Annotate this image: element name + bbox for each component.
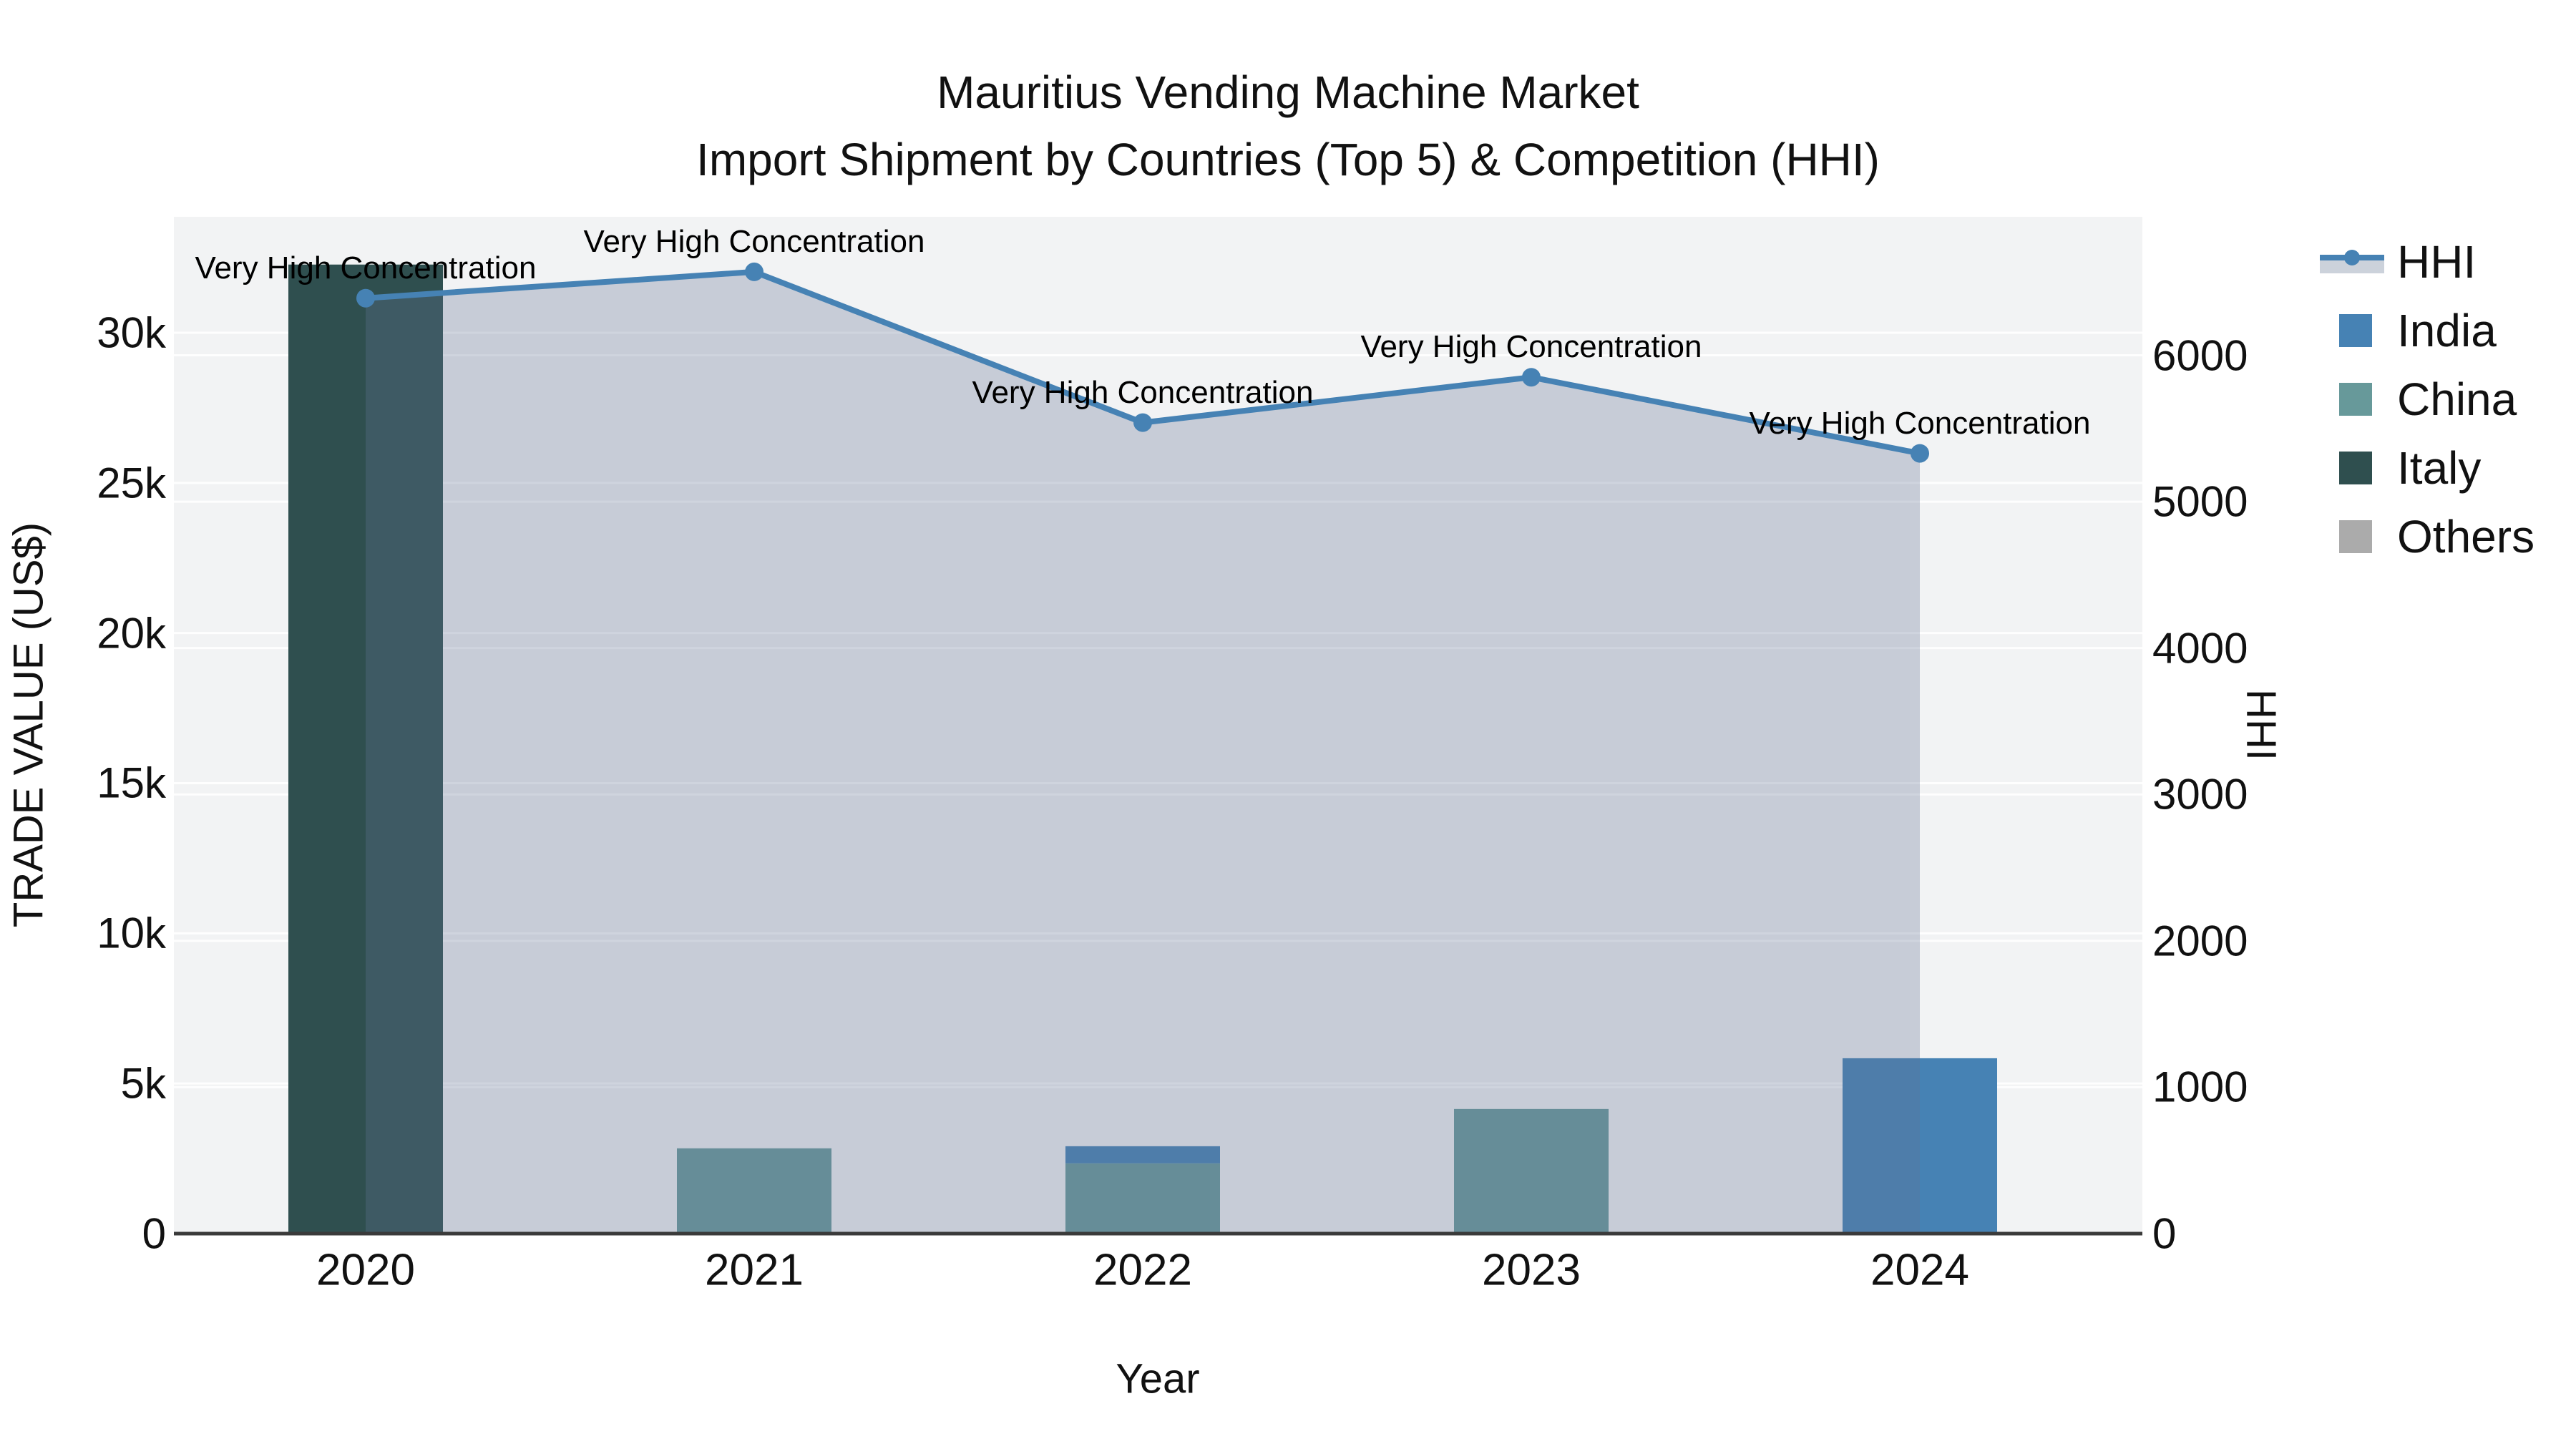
y-left-tick-20k: 20k (97, 609, 166, 658)
hhi-area-swatch (2320, 260, 2384, 273)
bar-china-2022 (1065, 1163, 1220, 1234)
y-left-axis-title: TRADE VALUE (US$) (5, 522, 52, 928)
y-right-tick-5000: 5000 (2152, 477, 2248, 526)
x-tick-2021: 2021 (705, 1245, 804, 1295)
legend-swatch-italy (2339, 452, 2372, 484)
annotation-2020: Very High Concentration (195, 250, 537, 286)
annotation-2021: Very High Concentration (583, 223, 925, 259)
y-left-tick-25k: 25k (97, 459, 166, 507)
y-right-tick-4000: 4000 (2152, 624, 2248, 673)
annotation-2023: Very High Concentration (1360, 329, 1702, 365)
y-right-tick-2000: 2000 (2152, 917, 2248, 965)
legend-label-hhi: HHI (2397, 236, 2477, 288)
legend-item-india[interactable]: India (2320, 296, 2576, 365)
legend-swatch-china (2339, 383, 2372, 416)
x-tick-2023: 2023 (1482, 1245, 1581, 1295)
legend-label-india: India (2397, 305, 2497, 356)
y-right-tick-0: 0 (2152, 1209, 2177, 1258)
hhi-line-legend-icon (2320, 246, 2384, 278)
legend-item-italy[interactable]: Italy (2320, 434, 2576, 502)
legend-label-italy: Italy (2397, 442, 2482, 494)
bar-italy-2020 (288, 264, 443, 1234)
hhi-marker-2023 (1522, 368, 1541, 387)
y-right-tick-1000: 1000 (2152, 1063, 2248, 1111)
y-left-tick-0: 0 (142, 1209, 166, 1258)
y-left-tick-5k: 5k (120, 1059, 166, 1108)
y-left-tick-30k: 30k (97, 308, 166, 357)
bar-india-2022 (1065, 1146, 1220, 1163)
chart-title-line1: Mauritius Vending Machine Market (937, 67, 1639, 118)
hhi-marker-swatch (2344, 250, 2360, 265)
x-tick-2022: 2022 (1093, 1245, 1192, 1295)
chart-title-line2: Import Shipment by Countries (Top 5) & C… (696, 134, 1880, 185)
hhi-marker-2022 (1133, 413, 1152, 432)
legend-item-china[interactable]: China (2320, 365, 2576, 434)
annotation-2024: Very High Concentration (1749, 405, 2091, 441)
x-tick-2020: 2020 (316, 1245, 415, 1295)
legend-swatch-india (2339, 314, 2372, 347)
hhi-marker-2020 (356, 288, 375, 308)
bar-india-2024 (1843, 1058, 1997, 1234)
x-tick-2024: 2024 (1870, 1245, 1969, 1295)
y-right-axis-title: HHI (2238, 689, 2285, 761)
y-left-tick-15k: 15k (97, 758, 166, 807)
legend-item-others[interactable]: Others (2320, 502, 2576, 571)
legend-label-others: Others (2397, 511, 2535, 562)
bar-china-2023 (1454, 1108, 1609, 1234)
chart-title: Mauritius Vending Machine Market Import … (0, 59, 2576, 193)
hhi-marker-2021 (745, 262, 763, 281)
hhi-area-fill (366, 271, 1920, 1234)
annotation-2022: Very High Concentration (972, 374, 1314, 410)
y-right-tick-3000: 3000 (2152, 770, 2248, 819)
plot-area (174, 217, 2142, 1234)
hhi-marker-2024 (1911, 444, 1929, 463)
y-left-tick-10k: 10k (97, 909, 166, 957)
y-right-tick-6000: 6000 (2152, 331, 2248, 379)
legend-item-hhi[interactable]: HHI (2320, 228, 2576, 296)
x-axis-title: Year (1116, 1355, 1200, 1402)
legend-label-china: China (2397, 374, 2517, 425)
bar-china-2021 (677, 1148, 831, 1234)
legend-swatch-others (2339, 520, 2372, 553)
